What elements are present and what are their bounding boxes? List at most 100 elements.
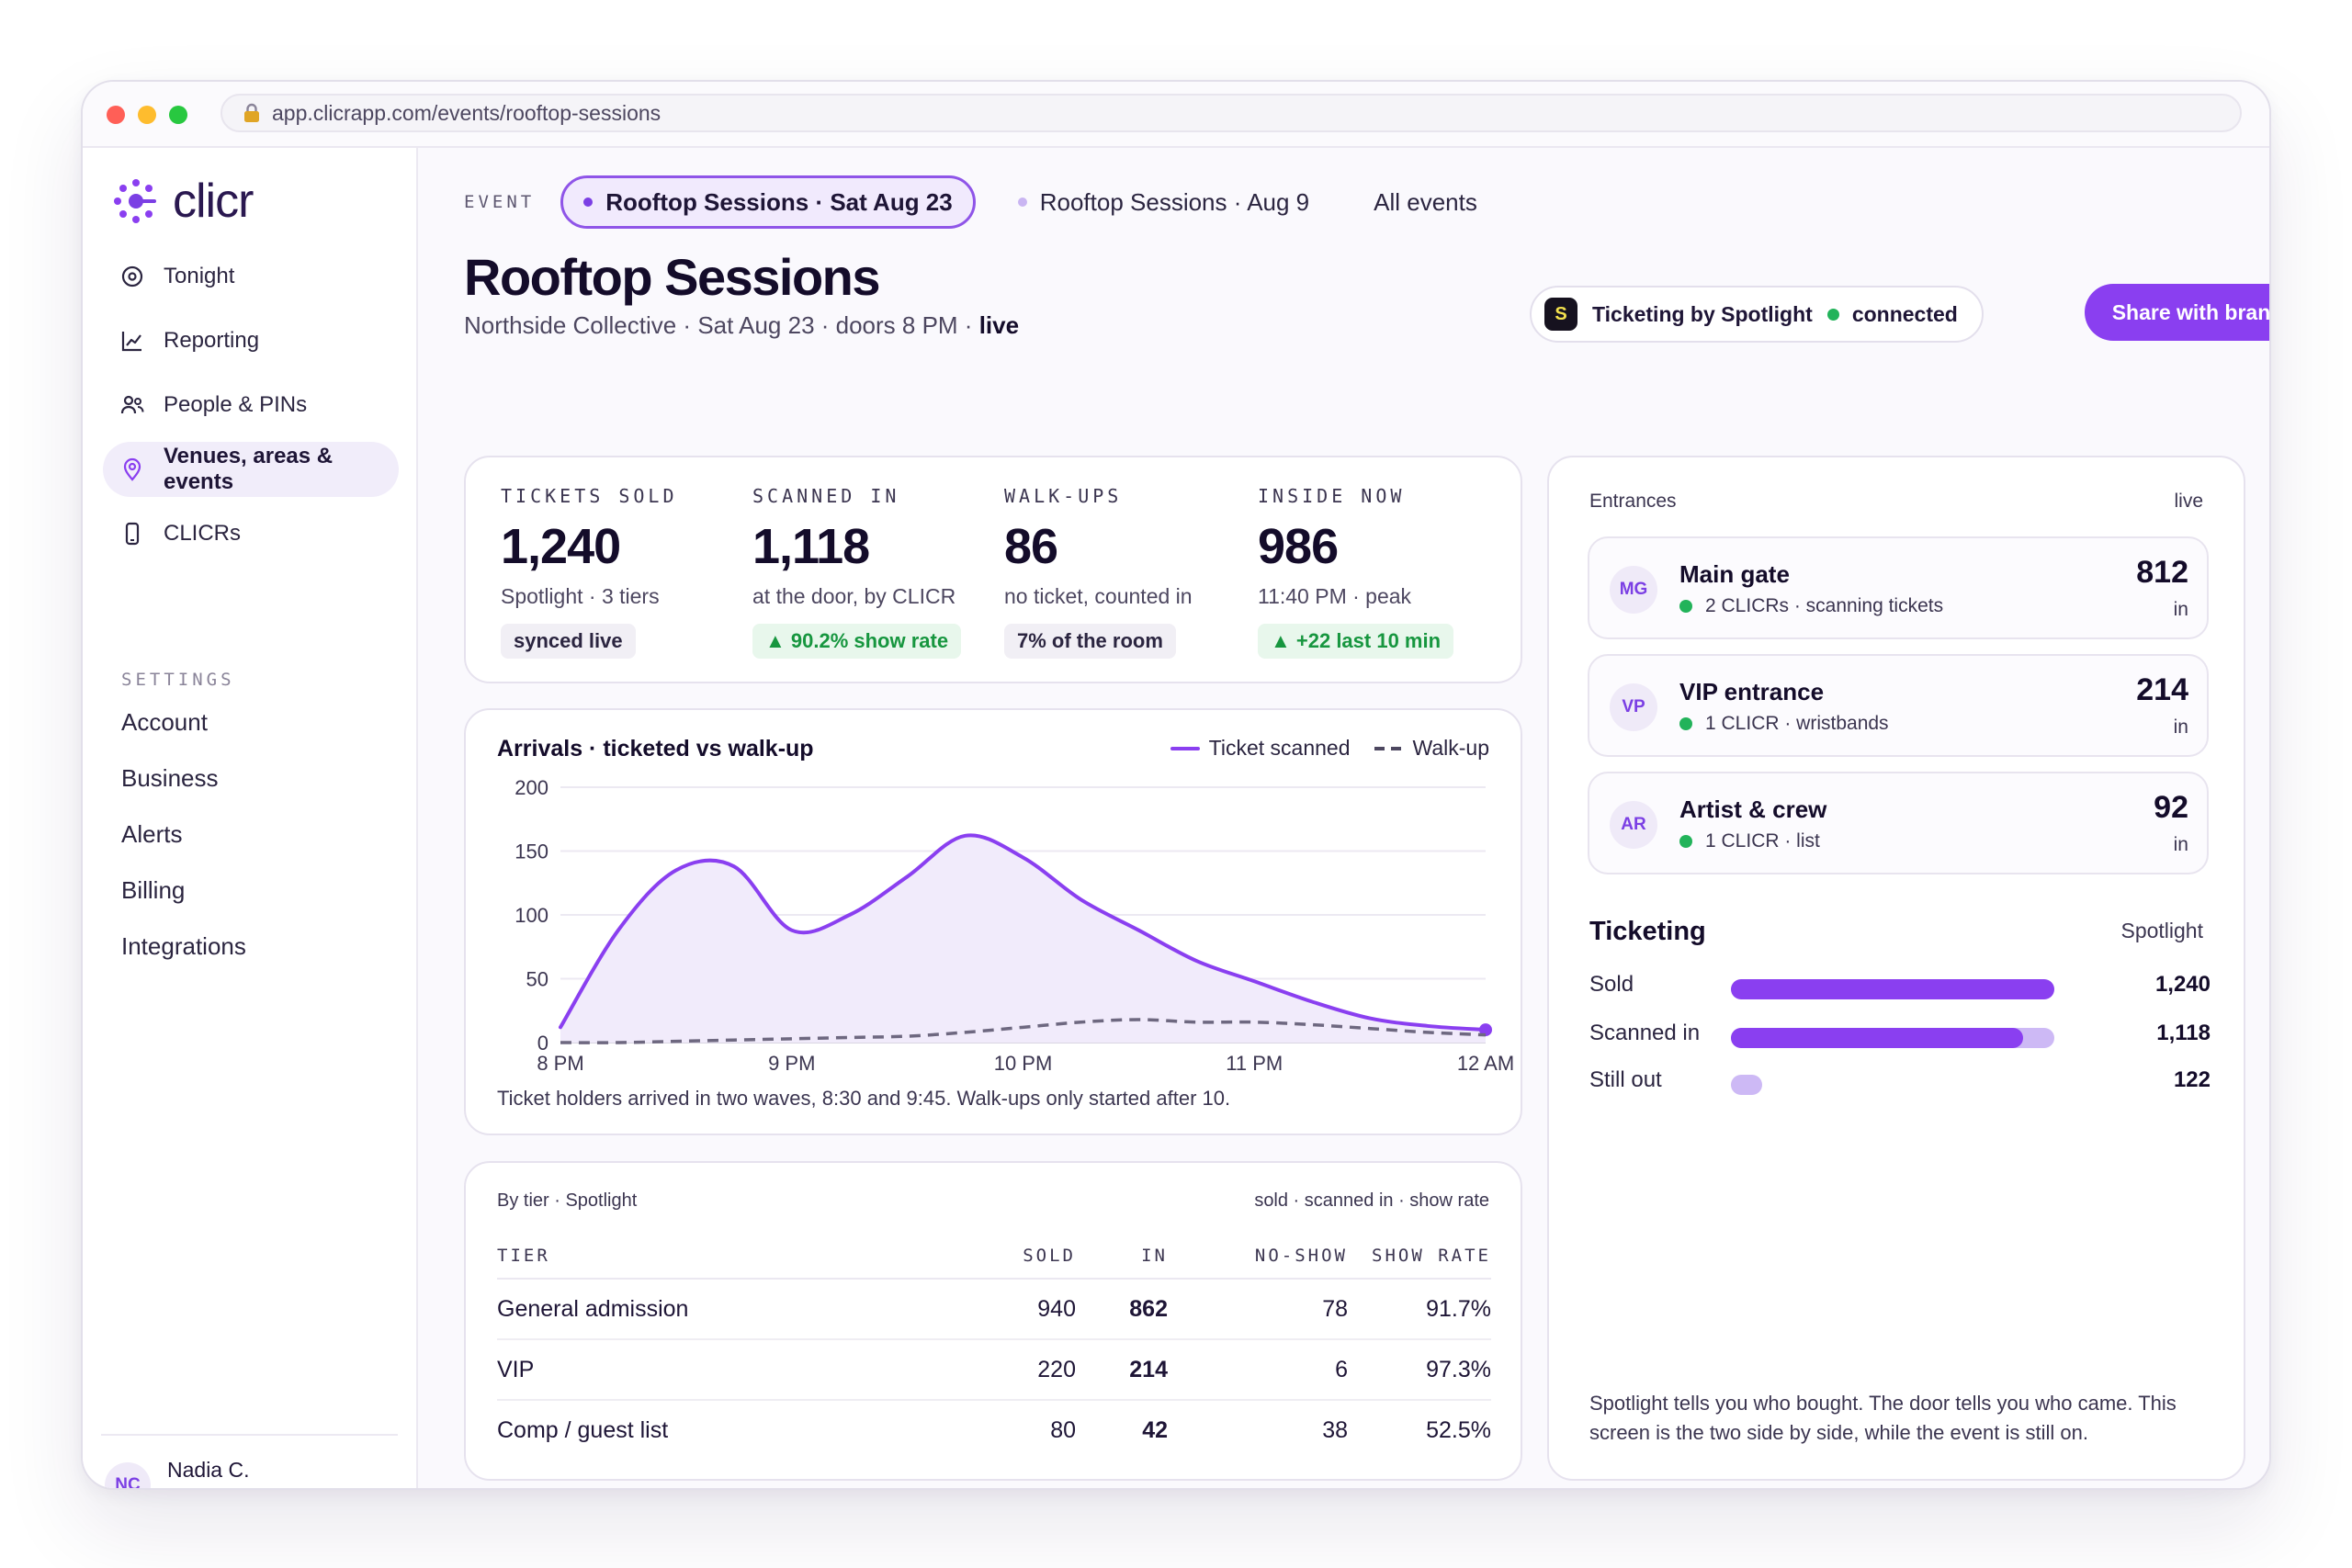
table-row[interactable]: VIP 220 214 6 97.3% [497,1339,1491,1401]
settings-heading: SETTINGS [121,670,235,690]
series-line-ticket-scanned [559,833,1487,1032]
sidebar-item-reporting[interactable]: Reporting [103,313,399,368]
settings-item-alerts[interactable]: Alerts [121,820,183,848]
sidebar-item-tonight[interactable]: Tonight [103,249,399,304]
online-dot-icon [1679,835,1692,848]
close-window-button[interactable] [107,106,125,124]
entrance-detail: 2 CLICRs · scanning tickets [1679,595,1943,617]
kpi-value: 86 [1004,519,1058,574]
event-tab-other[interactable]: Rooftop Sessions · Aug 9 [1017,188,1309,217]
kpi-label: TICKETS SOLD [501,485,678,507]
kpi-inside-now: INSIDE NOW 986 11:40 PM · peak ▲ +22 las… [1258,485,1454,659]
col-no-show: NO-SHOW [1168,1233,1348,1280]
ticketing-label: Still out [1589,1067,1662,1092]
series-end-point [1479,1023,1492,1037]
main-content: EVENT Rooftop Sessions · Sat Aug 23 Roof… [418,148,2269,1488]
map-pin-icon [123,457,141,481]
page-title: Rooftop Sessions [464,248,881,306]
table-row[interactable]: General admission 940 862 78 91.7% [497,1279,1491,1340]
ticketing-bar [1731,979,2054,999]
ticketing-row-still-out: Still out 122 [1589,1062,2211,1099]
entrances-status: live [2174,491,2203,512]
entrance-unit: in [2173,716,2188,738]
entrances-card: Entrances live MG Main gate 2 CLICRs · s… [1547,456,2245,1481]
ticketing-label: Scanned in [1589,1021,1701,1045]
entrance-count: 812 [2136,555,2188,590]
minimize-window-button[interactable] [138,106,156,124]
tier-no-show: 78 [1168,1279,1348,1340]
event-tab-label: Rooftop Sessions · Sat Aug 23 [605,187,953,216]
kpi-badge: ▲ 90.2% show rate [752,624,962,659]
arrivals-chart-card: 0 50 100 150 200 8 PM 9 PM 10 PM 11 PM 12 AM Arri… [464,708,1522,1135]
series-area [560,835,1486,1043]
integration-status[interactable]: S Ticketing by Spotlight connected [1530,286,1984,343]
tier-legend: sold · scanned in · show rate [1254,1190,1489,1211]
all-events-link[interactable]: All events [1374,187,1477,216]
tier-table: TIER SOLD IN NO-SHOW SHOW RATE General a… [497,1233,1491,1461]
browser-window: app.clicrapp.com/events/rooftop-sessions… [81,80,2271,1490]
settings-item-account[interactable]: Account [121,708,208,736]
ticketing-bar-fill [1731,979,2054,999]
kpi-label: WALK-UPS [1004,485,1123,507]
sidebar: clicr Tonight Reporting People & PINs Ve… [83,148,418,1488]
entrance-vip[interactable]: VP VIP entrance 1 CLICR · wristbands 214… [1588,654,2209,757]
kpi-sub: at the door, by CLICR [752,584,956,608]
event-tab-selected[interactable]: Rooftop Sessions · Sat Aug 23 [560,175,976,229]
share-with-brand-button[interactable]: Share with brand [2085,284,2269,341]
kpi-card: TICKETS SOLD 1,240 Spotlight · 3 tiers s… [464,456,1522,683]
spotlight-logo-icon: S [1544,298,1577,331]
entrance-detail: 1 CLICR · wristbands [1679,713,1889,735]
x-tick-label: 10 PM [994,1052,1053,1075]
entrance-avatar: VP [1610,683,1657,731]
ticketing-title: Ticketing [1589,917,1706,946]
tier-name: General admission [497,1279,956,1340]
legend-walkup-label: Walk-up [1412,736,1490,760]
live-status: live [978,311,1020,339]
kpi-badge: 7% of the room [1004,624,1176,659]
ticketing-bar-fill [1731,1028,2023,1048]
event-switcher: EVENT Rooftop Sessions · Sat Aug 23 Roof… [464,175,1477,229]
user-profile[interactable]: NC Nadia C. Producer [101,1434,398,1488]
kpi-value: 1,240 [501,519,621,574]
sidebar-item-label: Reporting [164,328,260,353]
sidebar-nav: Tonight Reporting People & PINs Venues, … [103,249,399,570]
kpi-tickets-sold: TICKETS SOLD 1,240 Spotlight · 3 tiers s… [501,485,678,659]
browser-titlebar: app.clicrapp.com/events/rooftop-sessions [83,82,2269,148]
entrance-artist-crew[interactable]: AR Artist & crew 1 CLICR · list 92 in [1588,772,2209,874]
kpi-label: SCANNED IN [752,485,900,507]
tier-show-rate: 97.3% [1348,1339,1491,1401]
ticketing-bar-fill [1731,1075,1763,1095]
address-bar[interactable]: app.clicrapp.com/events/rooftop-sessions [220,94,2242,132]
tier-show-rate: 52.5% [1426,1417,1491,1443]
y-tick-label: 100 [514,904,548,927]
clicr-logo[interactable]: clicr [108,174,254,229]
tier-in: 42 [1142,1417,1168,1443]
tier-no-show: 6 [1168,1339,1348,1401]
legend-solid-swatch [1170,746,1200,750]
table-row[interactable]: Comp / guest list 80 42 38 52.5% [497,1400,1491,1461]
x-tick-label: 11 PM [1226,1052,1283,1075]
sidebar-item-people[interactable]: People & PINs [103,378,399,433]
settings-nav: Account Business Alerts Billing Integrat… [121,708,246,988]
entrances-title: Entrances [1589,491,1677,512]
legend-dashed-swatch [1374,746,1404,750]
entrance-main-gate[interactable]: MG Main gate 2 CLICRs · scanning tickets… [1588,536,2209,639]
online-dot-icon [1679,717,1692,730]
page-subtitle: Northside Collective · Sat Aug 23 · door… [464,311,1019,340]
entrance-unit: in [2173,599,2188,620]
kpi-walk-ups: WALK-UPS 86 no ticket, counted in 7% of … [1004,485,1193,659]
entrance-count: 92 [2154,790,2188,825]
sidebar-item-clicrs[interactable]: CLICRs [103,506,399,561]
sidebar-item-venues[interactable]: Venues, areas & events [103,442,399,497]
settings-item-billing[interactable]: Billing [121,876,186,904]
chart-title: Arrivals · ticketed vs walk-up [497,736,814,761]
settings-item-integrations[interactable]: Integrations [121,932,246,960]
tier-sold: 220 [956,1339,1076,1401]
selected-dot-icon [583,197,594,207]
entrance-count: 214 [2136,672,2188,707]
tier-in: 214 [1076,1339,1168,1401]
kpi-sub: 11:40 PM · peak [1258,584,1412,608]
maximize-window-button[interactable] [169,106,187,124]
settings-item-business[interactable]: Business [121,764,219,792]
logo-text: clicr [173,175,254,228]
